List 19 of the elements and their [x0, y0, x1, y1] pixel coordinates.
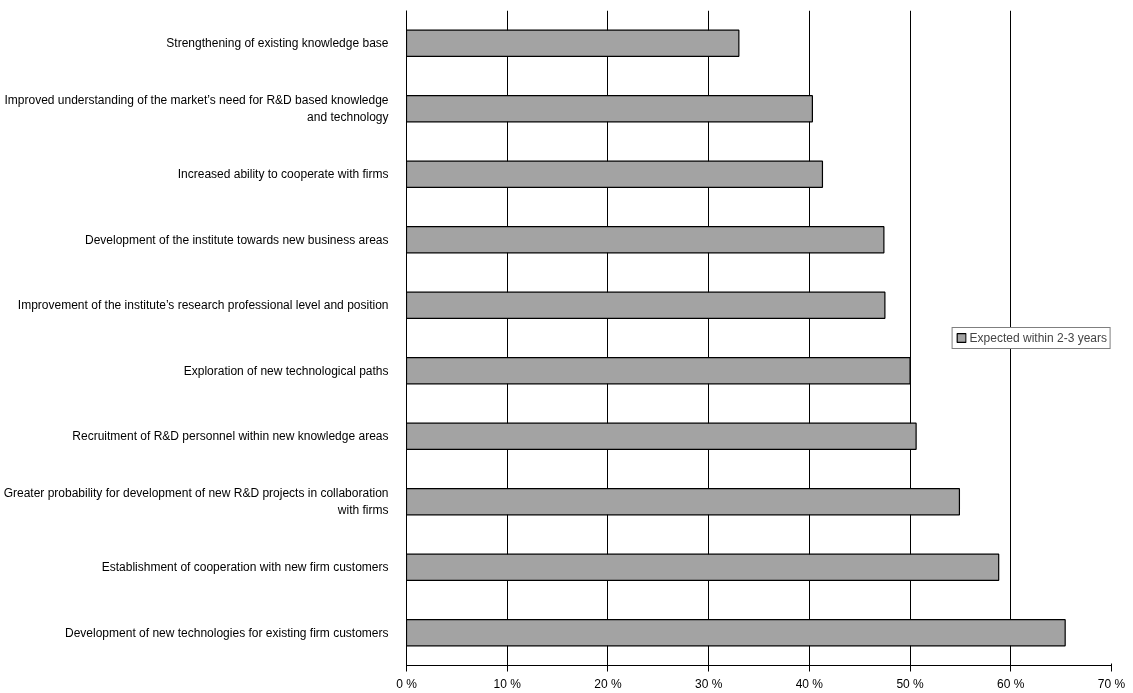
x-tick-label: 20 % [594, 676, 622, 691]
legend-label: Expected within 2-3 years [969, 330, 1107, 345]
y-tick-label: Recruitment of R&D personnel within new knowledge areas [72, 429, 389, 444]
y-tick-label: Strengthening of existing knowledge base [166, 36, 389, 51]
x-tick-label: 30 % [694, 676, 723, 691]
y-tick-label: Development of the institute towards new business areas [85, 232, 389, 247]
y-tick-label: Increased ability to cooperate with firms [177, 167, 389, 182]
x-tick-label: 50 % [896, 676, 925, 691]
x-tick-label: 0 % [396, 676, 418, 691]
y-tick-label: Improvement of the institute’s research professional level and position [17, 298, 389, 313]
y-tick-label: Development of new technologies for existing firm customers [65, 625, 389, 640]
x-tick-label: 60 % [997, 676, 1025, 691]
x-tick-label: 10 % [493, 676, 522, 691]
x-tick-label: 70 % [1097, 676, 1126, 691]
y-tick-label: Exploration of new technological paths [183, 363, 389, 378]
y-tick-label: Establishment of cooperation with new firm customers [101, 560, 389, 575]
x-tick-label: 40 % [795, 676, 824, 691]
y-tick-label: Improved understanding of the market’s need for R&D based knowledge and technology [4, 93, 389, 125]
y-tick-label: Greater probability for development of new R&D projects in collaboration with firms [3, 486, 389, 518]
